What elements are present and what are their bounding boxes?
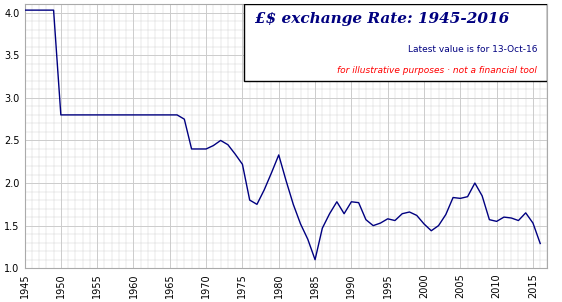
FancyBboxPatch shape (244, 4, 547, 81)
Text: Latest value is for 13-Oct-16: Latest value is for 13-Oct-16 (407, 45, 537, 54)
Text: for illustrative purposes · not a financial tool: for illustrative purposes · not a financ… (337, 66, 537, 75)
Text: £$ exchange Rate: 1945-2016: £$ exchange Rate: 1945-2016 (255, 12, 509, 26)
